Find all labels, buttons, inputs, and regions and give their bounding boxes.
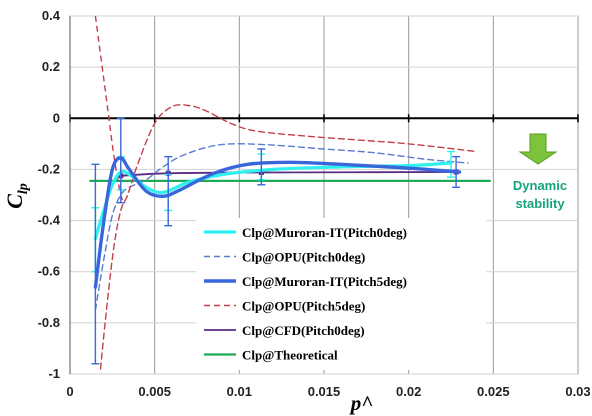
legend-label: Clp@Muroran-IT(Pitch0deg)	[242, 225, 407, 240]
y-tick-label: 0.2	[42, 59, 60, 74]
series-2-line	[93, 156, 462, 289]
series-1-line	[94, 143, 469, 311]
y-tick-label: -0.8	[38, 315, 60, 330]
y-tick-label: -0.2	[38, 161, 60, 176]
legend-label: Clp@CFD(Pitch0deg)	[242, 323, 365, 338]
x-tick-label: 0.01	[227, 384, 252, 399]
y-axis-title-subscript: lp	[16, 183, 31, 194]
x-tick-label: 0.03	[565, 384, 590, 399]
legend-label: Clp@OPU(Pitch0deg)	[242, 250, 365, 265]
y-axis-title-main: C	[2, 194, 27, 209]
x-axis-title: p^	[349, 391, 374, 415]
series-3-line	[99, 104, 478, 370]
legend-label: Clp@OPU(Pitch5deg)	[242, 299, 365, 314]
y-tick-label: -1	[48, 366, 60, 381]
annotation-line2: stability	[515, 196, 565, 211]
x-tick-label: 0	[66, 384, 73, 399]
y-axis-title: Clp	[2, 183, 31, 209]
series-group	[89, 16, 491, 370]
x-tick-label: 0.025	[477, 384, 510, 399]
y-tick-label: -0.4	[38, 213, 61, 228]
y-tick-label: 0.4	[42, 8, 61, 23]
x-tick-label: 0.02	[396, 384, 421, 399]
series-0-line	[93, 161, 453, 241]
x-tick-label: 0.015	[308, 384, 341, 399]
annotation-line1: Dynamic	[513, 178, 567, 193]
legend-label: Clp@Theoretical	[242, 348, 338, 363]
y-tick-label: -0.6	[38, 264, 60, 279]
legend-box	[196, 218, 486, 370]
x-tick-label: 0.005	[138, 384, 171, 399]
y-tick-label: 0	[53, 110, 60, 125]
legend-label: Clp@Muroran-IT(Pitch5deg)	[242, 274, 407, 289]
stability-arrow-icon	[518, 133, 558, 165]
